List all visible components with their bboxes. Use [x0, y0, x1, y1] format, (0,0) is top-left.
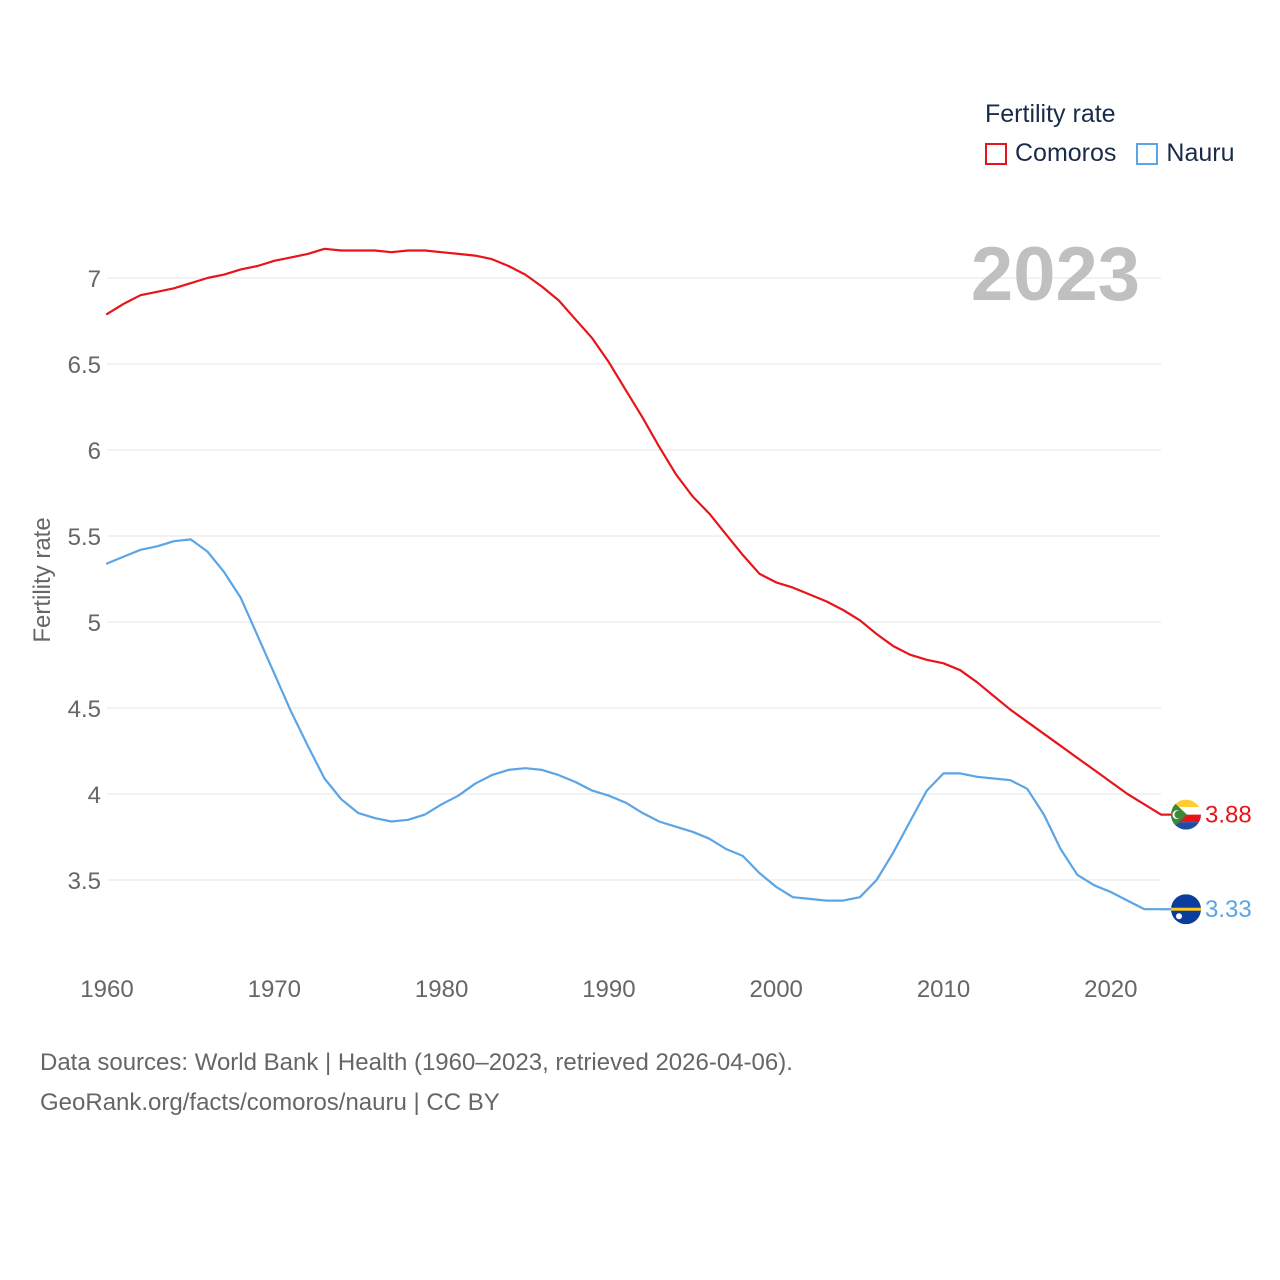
legend: Fertility rate Comoros Nauru: [985, 100, 1235, 168]
attribution-link[interactable]: GeoRank.org/facts/comoros/nauru | CC BY: [40, 1089, 500, 1116]
year-display: 2023: [971, 232, 1140, 317]
legend-title: Fertility rate: [985, 100, 1116, 128]
series-lines: [105, 247, 1163, 911]
y-tick-label: 6: [88, 438, 101, 465]
y-tick-label: 5: [88, 610, 101, 637]
x-tick-label: 2000: [750, 976, 803, 1003]
y-tick-label: 7: [88, 266, 101, 293]
y-tick-label: 6.5: [68, 352, 101, 379]
y-axis-ticks: 3.5 4 4.5 5 5.5 6 6.5 7: [68, 266, 101, 895]
comoros-flag-icon: [1171, 799, 1201, 830]
series-line-comoros: [105, 247, 1163, 816]
data-sources: Data sources: World Bank | Health (1960–…: [40, 1043, 793, 1123]
y-tick-label: 4: [88, 782, 101, 809]
legend-label-nauru: Nauru: [1166, 139, 1235, 167]
nauru-flag-icon: [1171, 894, 1201, 925]
legend-swatch-comoros: [985, 142, 1007, 165]
legend-label-comoros: Comoros: [1015, 139, 1117, 167]
y-axis-label: Fertility rate: [29, 517, 56, 642]
x-tick-label: 2010: [917, 976, 970, 1003]
legend-swatch-nauru: [1136, 142, 1159, 165]
legend-item-comoros[interactable]: Comoros: [985, 139, 1116, 168]
end-value-label-comoros: 3.88: [1205, 802, 1252, 829]
x-tick-label: 1990: [582, 976, 635, 1003]
series-line-nauru: [105, 538, 1163, 911]
x-tick-label: 1980: [415, 976, 468, 1003]
x-axis-ticks: 1960 1970 1980 1990 2000 2010 2020: [80, 976, 1137, 1003]
y-tick-label: 3.5: [68, 868, 101, 895]
x-tick-label: 1960: [80, 976, 133, 1003]
sources-line: Data sources: World Bank | Health (1960–…: [40, 1049, 793, 1076]
end-value-label-nauru: 3.33: [1205, 896, 1252, 923]
y-tick-label: 5.5: [68, 524, 101, 551]
x-tick-label: 1970: [248, 976, 301, 1003]
series-end-markers: 3.88 3.33: [1161, 799, 1252, 925]
x-tick-label: 2020: [1084, 976, 1137, 1003]
gridlines: [107, 277, 1161, 881]
legend-item-nauru[interactable]: Nauru: [1136, 139, 1235, 168]
y-tick-label: 4.5: [68, 696, 101, 723]
